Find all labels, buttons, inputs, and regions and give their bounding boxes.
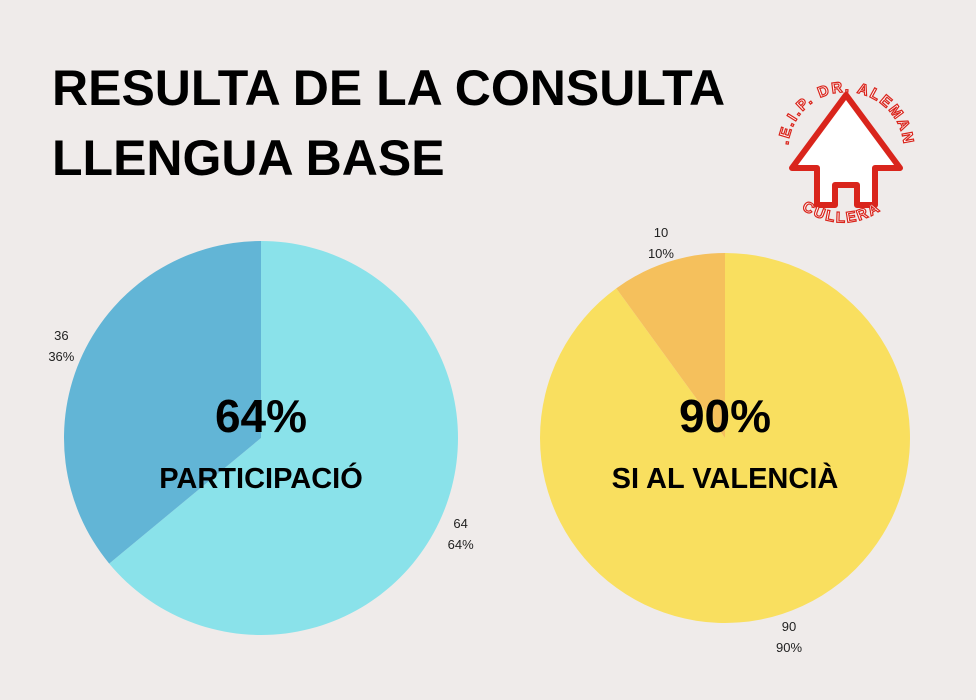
slice-value: 64 <box>453 516 467 531</box>
slice-percent: 64% <box>448 537 474 552</box>
slice-value: 90 <box>782 619 796 634</box>
slice-value: 10 <box>654 225 668 240</box>
center-value: 90% <box>679 390 771 442</box>
slice-percent: 10% <box>648 246 674 261</box>
slice-percent: 90% <box>776 640 802 655</box>
center-value: 64% <box>215 390 307 442</box>
title-line: RESULTA DE LA CONSULTA <box>52 60 725 116</box>
pie-slice <box>616 253 725 438</box>
center-label: SI AL VALENCIÀ <box>612 461 839 495</box>
title-line: LLENGUA BASE <box>52 130 445 186</box>
slice-value: 36 <box>54 328 68 343</box>
logo-shape <box>789 92 903 208</box>
pie-slice <box>64 241 261 564</box>
pie-slice <box>539 253 910 624</box>
pie-slice <box>109 241 458 636</box>
center-label: PARTICIPACIÓ <box>159 461 363 495</box>
slice-percent: 36% <box>48 349 74 364</box>
